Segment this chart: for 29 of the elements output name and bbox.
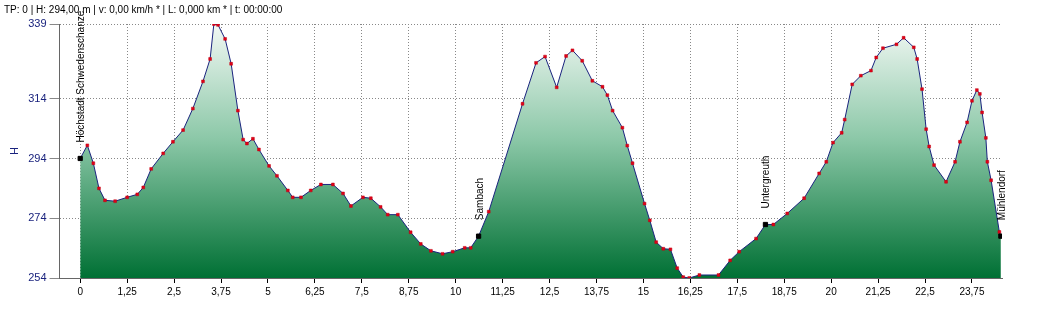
x-tick-label: 5 bbox=[265, 285, 272, 297]
x-tick-label: 12,5 bbox=[539, 285, 560, 297]
x-tick-label: 20 bbox=[825, 285, 838, 297]
x-tick-label: 17,5 bbox=[727, 285, 748, 297]
annotation: Sambach bbox=[473, 177, 485, 221]
x-tick-label: 11,25 bbox=[490, 285, 516, 297]
y-tick-label: 294 bbox=[28, 151, 47, 164]
x-tick-label: 16,25 bbox=[677, 285, 704, 297]
x-tick-label: 0 bbox=[77, 285, 84, 297]
x-tick-label: 10 bbox=[450, 285, 462, 297]
y-tick-label: 254 bbox=[28, 271, 47, 284]
x-tick-label: 18,75 bbox=[771, 285, 798, 297]
x-tick-label: 13,75 bbox=[583, 285, 610, 297]
y-tick-label: 274 bbox=[28, 211, 47, 224]
x-tick-label: 6,25 bbox=[305, 285, 326, 297]
y-tick-label: 339 bbox=[28, 17, 47, 30]
x-tick-label: 21,25 bbox=[865, 285, 892, 297]
annotation: Untergreuth bbox=[760, 155, 772, 209]
x-tick-label: 7,5 bbox=[354, 285, 370, 297]
x-tick-label: 23,75 bbox=[959, 285, 985, 297]
x-tick-label: 22,5 bbox=[915, 285, 936, 297]
annotation: Mühlendorf bbox=[995, 169, 1007, 221]
x-tick-label: 3,75 bbox=[211, 285, 232, 297]
x-tick-label: 15 bbox=[637, 285, 650, 297]
x-tick-label: 1,25 bbox=[117, 285, 138, 297]
y-tick-label: 314 bbox=[28, 91, 47, 104]
x-tick-label: 2,5 bbox=[167, 285, 182, 297]
x-tick-label: 8,75 bbox=[399, 285, 419, 297]
y-axis-title: H bbox=[7, 146, 20, 155]
